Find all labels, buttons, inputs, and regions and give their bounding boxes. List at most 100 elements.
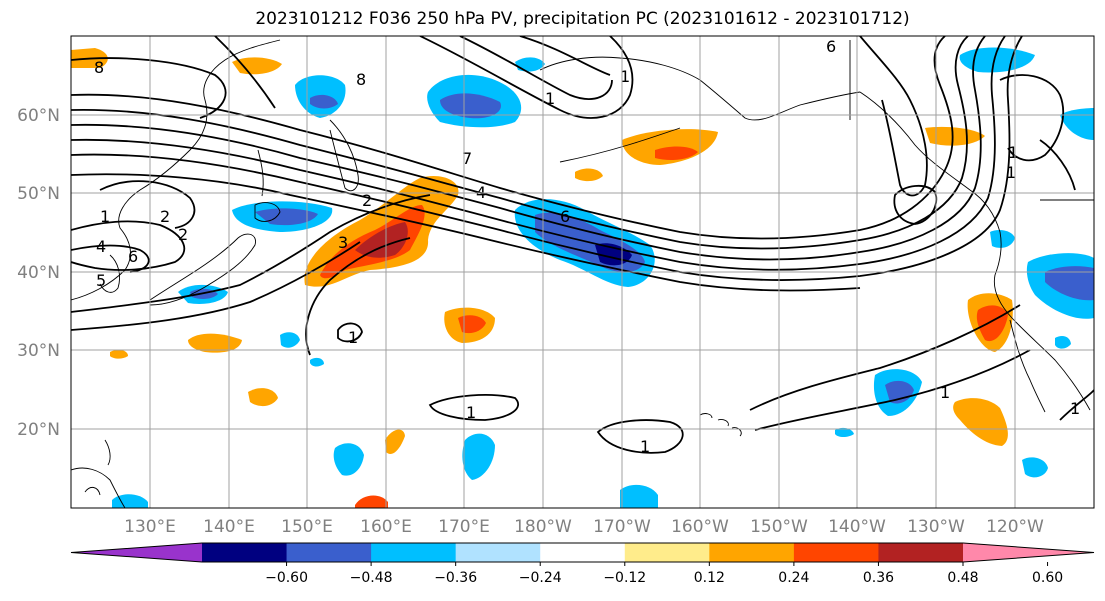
contour-label: 1 bbox=[620, 67, 630, 86]
positive-anomaly-area bbox=[953, 398, 1008, 446]
contour-label: 8 bbox=[94, 58, 104, 77]
colorbar-tick-label: 0.36 bbox=[863, 570, 894, 586]
coastline-china-south bbox=[71, 467, 126, 508]
longitude-labels: 130°E 140°E 150°E 160°E 170°E 180°W 170°… bbox=[124, 517, 1044, 537]
colorbar-tick-label: −0.36 bbox=[434, 570, 477, 586]
pv-contour-west bbox=[99, 180, 196, 229]
pv-contour-ne bbox=[1039, 139, 1076, 191]
positive-anomaly-core bbox=[655, 146, 698, 160]
colorbar-tick-label: −0.48 bbox=[350, 570, 393, 586]
latitude-labels: 60°N 50°N 40°N 30°N 20°N bbox=[17, 106, 60, 440]
coastline-sakhalin bbox=[257, 149, 264, 197]
contour-label: 1 bbox=[545, 89, 555, 108]
negative-anomaly-area bbox=[310, 357, 324, 367]
pv-contour-nw bbox=[71, 57, 227, 119]
coastline-aleutians bbox=[559, 127, 681, 163]
pv-contour-north bbox=[519, 36, 611, 76]
pv-contour bbox=[71, 241, 361, 331]
pv-contour-closed bbox=[893, 185, 938, 225]
lon-label: 160°W bbox=[671, 517, 729, 537]
colorbar-segment bbox=[878, 543, 964, 562]
lon-label: 170°E bbox=[438, 517, 490, 537]
contour-label: 1 bbox=[1008, 143, 1018, 162]
pv-contour-subtropic bbox=[749, 304, 1021, 411]
positive-anomaly-peak bbox=[355, 222, 408, 258]
positive-anomaly-core bbox=[976, 305, 1008, 342]
gridlines bbox=[71, 36, 1094, 508]
pv-contour-north bbox=[419, 36, 634, 119]
lon-label: 150°E bbox=[281, 517, 333, 537]
colorbar-tick-label: −0.60 bbox=[265, 570, 308, 586]
pv-contour-east bbox=[1059, 389, 1094, 421]
negative-anomaly-area bbox=[1055, 336, 1071, 349]
negative-anomaly-core bbox=[310, 94, 338, 109]
pv-contour bbox=[71, 36, 969, 250]
positive-anomaly-area bbox=[110, 349, 128, 359]
contour-label: 6 bbox=[560, 207, 570, 226]
negative-anomaly-area bbox=[990, 230, 1015, 248]
contour-label: 2 bbox=[160, 207, 170, 226]
colorbar-tick-label: −0.24 bbox=[519, 570, 562, 586]
lon-label: 130°W bbox=[907, 517, 965, 537]
pv-contour-north bbox=[459, 36, 613, 100]
pv-contour bbox=[71, 36, 1006, 271]
negative-anomaly-area bbox=[333, 443, 364, 476]
pv-contour-closed bbox=[596, 419, 684, 454]
negative-anomaly-area bbox=[462, 433, 495, 480]
colorbar-segment bbox=[540, 543, 626, 562]
colorbar-segment bbox=[286, 543, 372, 562]
positive-anomaly-area bbox=[575, 168, 603, 182]
lat-label: 40°N bbox=[17, 263, 60, 283]
lon-label: 180°W bbox=[514, 517, 572, 537]
contour-label: 5 bbox=[96, 271, 106, 290]
lon-label: 140°E bbox=[203, 517, 255, 537]
contour-label: 3 bbox=[338, 233, 348, 252]
pv-contour-ne bbox=[999, 74, 1064, 162]
positive-anomaly-area bbox=[232, 57, 282, 75]
colorbar-tick-label: 0.24 bbox=[778, 570, 809, 586]
colorbar-tick-label: 0.48 bbox=[947, 570, 978, 586]
colorbar-segment bbox=[793, 543, 879, 562]
contour-label: 6 bbox=[128, 247, 138, 266]
negative-anomaly-area bbox=[1060, 108, 1094, 140]
colorbar-tick-label: 0.60 bbox=[1032, 570, 1063, 586]
colorbar-segment bbox=[709, 543, 795, 562]
lon-label: 150°W bbox=[750, 517, 808, 537]
colorbar: −0.60 −0.48 −0.36 −0.24 −0.12 0.12 0.24 0.36 0.4… bbox=[70, 542, 1095, 586]
negative-anomaly-area bbox=[1022, 457, 1048, 478]
pv-contour-subtropic bbox=[754, 349, 1031, 431]
map-frame bbox=[70, 35, 1095, 509]
lon-label: 140°W bbox=[828, 517, 886, 537]
contour-label: 1 bbox=[466, 403, 476, 422]
colorbar-segment bbox=[202, 543, 288, 562]
coastline-korea bbox=[99, 254, 121, 293]
lon-label: 130°E bbox=[124, 517, 176, 537]
pv-contour-nw bbox=[214, 36, 276, 109]
contour-label: 2 bbox=[362, 191, 372, 210]
colorbar-tick-label: 0.12 bbox=[694, 570, 725, 586]
coastline-japan bbox=[149, 233, 256, 306]
colorbar-max-extension bbox=[963, 543, 1094, 562]
contour-label: 1 bbox=[940, 383, 950, 402]
hawaii-islands bbox=[699, 413, 742, 437]
pv-contour bbox=[71, 36, 954, 240]
pv-contour-alaska bbox=[859, 36, 928, 197]
contour-label: 7 bbox=[462, 149, 472, 168]
positive-anomaly-area bbox=[385, 429, 405, 455]
map-title: 2023101212 F036 250 hPa PV, precipitatio… bbox=[255, 9, 910, 29]
lat-label: 60°N bbox=[17, 106, 60, 126]
pv-contour-west bbox=[71, 244, 150, 273]
positive-anomaly-area bbox=[355, 495, 388, 508]
negative-anomaly-area bbox=[959, 47, 1035, 73]
colorbar-tick-label: −0.12 bbox=[603, 570, 646, 586]
lat-label: 30°N bbox=[17, 341, 60, 361]
lon-label: 170°W bbox=[593, 517, 651, 537]
colorbar-segment bbox=[371, 543, 457, 562]
coastline-taiwan bbox=[104, 439, 111, 466]
coastline-asia bbox=[71, 39, 281, 301]
negative-anomaly-core bbox=[1045, 266, 1094, 301]
negative-anomaly-core bbox=[255, 208, 318, 226]
colorbar-min-extension bbox=[71, 543, 202, 562]
contour-label: 4 bbox=[96, 237, 106, 256]
